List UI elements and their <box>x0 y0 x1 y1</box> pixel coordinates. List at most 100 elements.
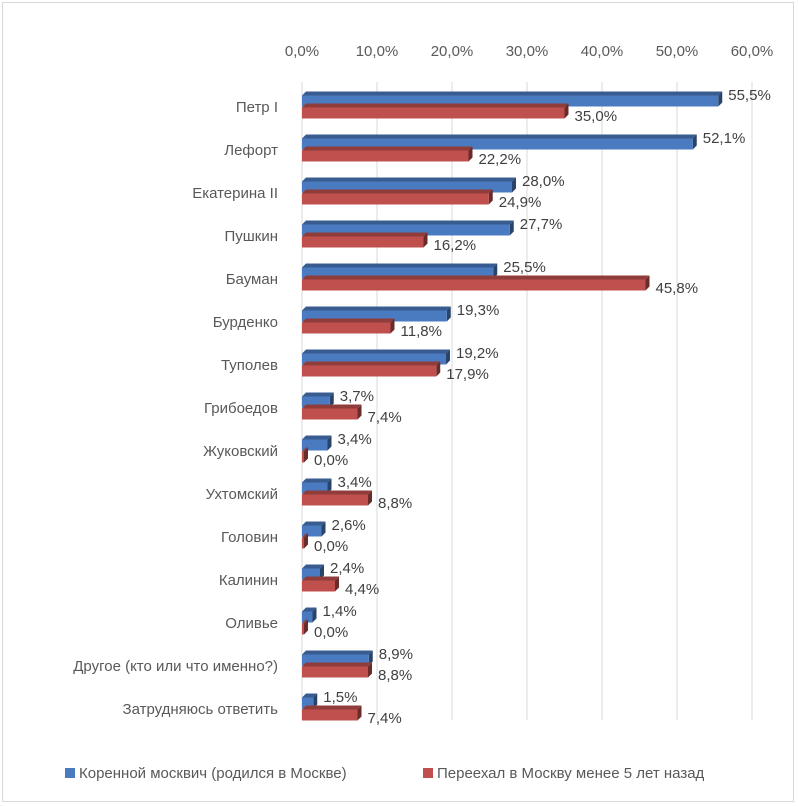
bar <box>302 521 326 537</box>
bar-front-face <box>302 666 368 678</box>
data-label: 35,0% <box>575 108 618 125</box>
data-label: 24,9% <box>499 194 542 211</box>
bar-front-face <box>302 224 510 236</box>
bar-top-face <box>302 490 372 495</box>
bar-top-face <box>302 662 372 667</box>
category-label: Другое (кто или что именно?) <box>73 658 278 675</box>
data-label: 28,0% <box>522 173 565 190</box>
bar <box>302 693 318 709</box>
legend-swatch <box>423 768 433 778</box>
bar <box>302 447 308 463</box>
bar-side-face <box>357 705 362 721</box>
bar-side-face <box>313 693 318 709</box>
category-label: Ухтомский <box>206 486 278 503</box>
x-tick-label: 40,0% <box>581 43 624 60</box>
bar-top-face <box>302 189 493 194</box>
data-label: 2,6% <box>332 517 366 534</box>
bar-front-face <box>302 451 304 463</box>
bar-side-face <box>368 490 372 506</box>
bar-front-face <box>302 138 693 150</box>
bar-front-face <box>302 611 313 623</box>
bar <box>302 306 451 322</box>
bar-side-face <box>321 521 326 537</box>
bar-front-face <box>302 537 304 549</box>
bar-side-face <box>446 306 451 322</box>
bar-side-face <box>512 177 516 193</box>
bar-top-face <box>302 103 569 108</box>
bar-front-face <box>302 439 328 451</box>
bar-front-face <box>302 623 304 635</box>
bar-top-face <box>302 91 723 96</box>
bar-front-face <box>302 95 719 107</box>
category-label: Оливье <box>225 615 278 632</box>
bar-front-face <box>302 568 320 580</box>
legend-label: Коренной москвич (родился в Москве) <box>79 765 347 782</box>
data-label: 8,8% <box>378 495 412 512</box>
category-label: Бауман <box>226 271 278 288</box>
category-label: Туполев <box>221 357 278 374</box>
bar-front-face <box>302 107 565 119</box>
bar-front-face <box>302 408 358 420</box>
bar-front-face <box>302 365 437 377</box>
bar-top-face <box>302 177 516 182</box>
bar-side-face <box>327 478 332 494</box>
bar-top-face <box>302 521 326 526</box>
bar-front-face <box>302 494 368 506</box>
bar-top-face <box>302 361 441 366</box>
data-label: 17,9% <box>446 366 489 383</box>
bar-side-face <box>446 349 450 365</box>
category-label: Грибоедов <box>204 400 278 417</box>
bar-top-face <box>302 607 317 612</box>
data-label: 7,4% <box>368 409 402 426</box>
legend-swatch <box>65 768 75 778</box>
data-label: 0,0% <box>314 624 348 641</box>
bar-side-face <box>327 435 332 451</box>
data-label: 16,2% <box>434 237 477 254</box>
data-label: 3,7% <box>340 388 374 405</box>
bar-front-face <box>302 322 391 334</box>
bar <box>302 275 650 291</box>
bar-side-face <box>468 146 473 162</box>
bar <box>302 232 428 248</box>
bar <box>302 478 332 494</box>
bar <box>302 177 516 193</box>
data-label: 45,8% <box>656 280 699 297</box>
bar <box>302 533 308 549</box>
data-label: 2,4% <box>330 560 364 577</box>
bar-side-face <box>312 607 317 623</box>
bar-top-face <box>302 220 514 225</box>
bar <box>302 490 372 506</box>
bar-side-face <box>335 576 339 592</box>
bar-front-face <box>302 236 424 248</box>
bar-front-face <box>302 181 512 193</box>
bar-side-face <box>423 232 428 248</box>
bar <box>302 134 697 150</box>
bar <box>302 619 308 635</box>
bar-side-face <box>304 447 308 463</box>
bar-side-face <box>320 564 324 580</box>
data-label: 8,9% <box>379 646 413 663</box>
bar-top-face <box>302 478 332 483</box>
bar-front-face <box>302 482 328 494</box>
data-label: 3,4% <box>338 474 372 491</box>
data-label: 4,4% <box>345 581 379 598</box>
data-label: 7,4% <box>368 710 402 727</box>
bar-top-face <box>302 533 308 538</box>
bar-front-face <box>302 525 322 537</box>
bar-top-face <box>302 349 450 354</box>
bar-side-face <box>645 275 650 291</box>
bar <box>302 318 395 334</box>
bar-front-face <box>302 396 330 408</box>
x-tick-label: 0,0% <box>285 43 319 60</box>
bar-front-face <box>302 654 369 666</box>
data-label: 0,0% <box>314 452 348 469</box>
bar <box>302 361 441 377</box>
data-label: 55,5% <box>728 87 771 104</box>
bar-side-face <box>368 650 373 666</box>
category-label: Головин <box>221 529 278 546</box>
data-label: 52,1% <box>703 130 746 147</box>
data-label: 0,0% <box>314 538 348 555</box>
bar <box>302 220 514 236</box>
x-tick-label: 30,0% <box>506 43 549 60</box>
